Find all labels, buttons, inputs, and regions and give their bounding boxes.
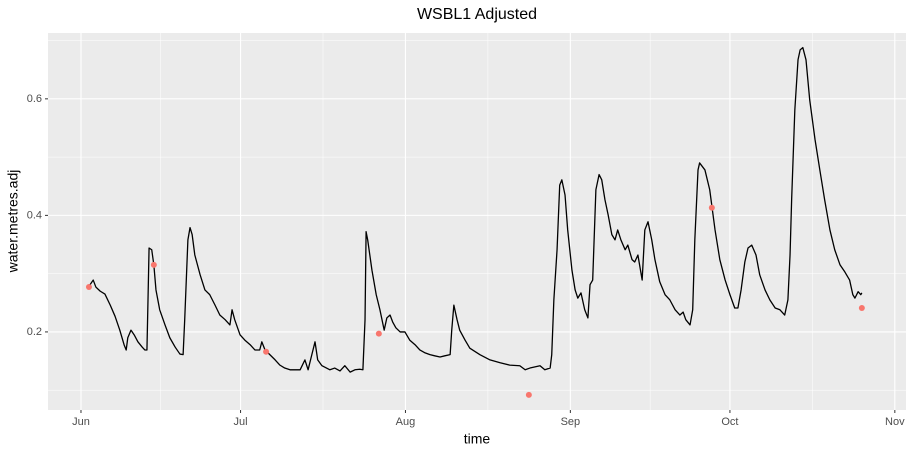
x-tick-label: Sep bbox=[561, 416, 581, 428]
y-tick-label: 0.2 bbox=[27, 326, 42, 338]
data-point bbox=[375, 330, 382, 337]
x-tick-label: Aug bbox=[396, 416, 416, 428]
x-tick-label: Jul bbox=[234, 416, 248, 428]
data-point bbox=[525, 391, 532, 398]
data-point bbox=[708, 204, 715, 211]
data-line bbox=[89, 46, 863, 373]
y-axis-title: water.metres.adj bbox=[5, 170, 21, 274]
x-tick-label: Jun bbox=[72, 416, 90, 428]
data-point bbox=[150, 261, 157, 268]
data-point bbox=[85, 284, 92, 291]
y-tick-label: 0.6 bbox=[27, 93, 42, 105]
x-axis-title: time bbox=[464, 431, 491, 447]
data-point bbox=[858, 305, 865, 312]
data-point bbox=[263, 348, 270, 355]
y-tick-label: 0.4 bbox=[27, 209, 42, 221]
panel bbox=[48, 33, 906, 410]
x-tick-label: Nov bbox=[885, 416, 905, 428]
x-tick-label: Oct bbox=[721, 416, 738, 428]
chart-title: WSBL1 Adjusted bbox=[417, 6, 537, 23]
